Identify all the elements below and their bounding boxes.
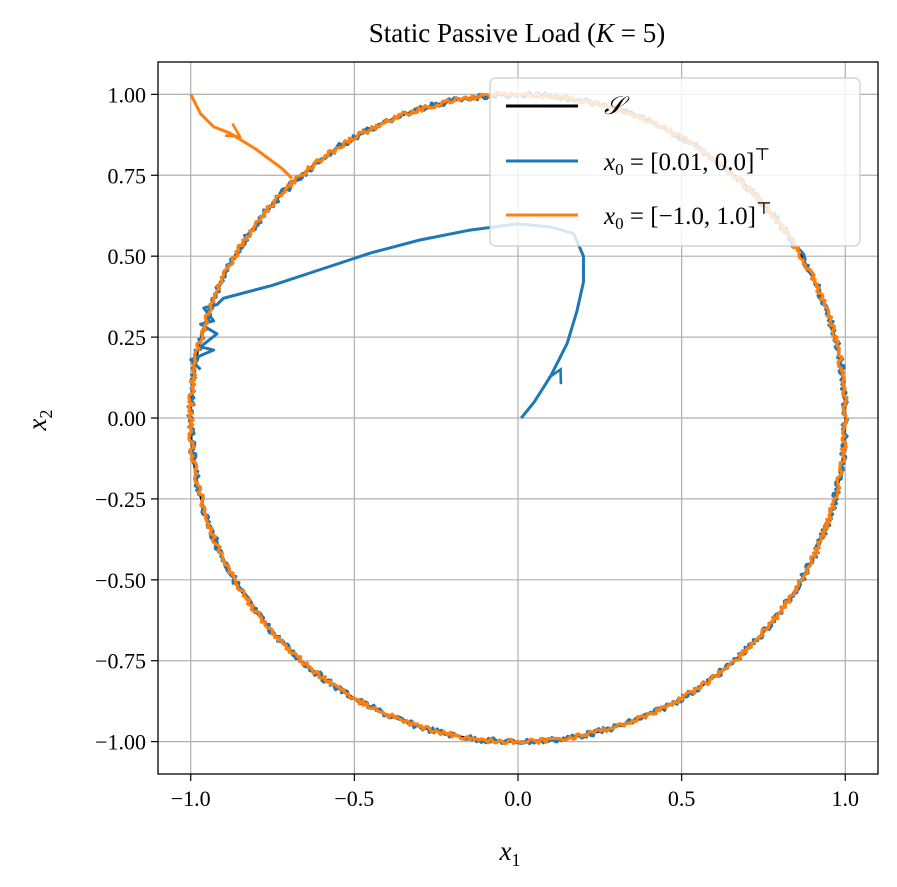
legend-label-x0-a: x0 = [0.01, 0.0]⊤ (603, 145, 770, 179)
y-tick-label: 1.00 (108, 82, 147, 107)
y-tick-label: 0.50 (108, 244, 147, 269)
x-tick-label: 1.0 (832, 786, 860, 811)
y-axis-ticks: 1.00 0.75 0.50 0.25 0.00 −0.25 −0.50 −0.75 −1.00 (95, 82, 158, 755)
x-tick-label: 0.5 (668, 786, 696, 811)
y-tick-label: −0.25 (95, 487, 146, 512)
legend-box (489, 77, 861, 247)
x-tick-label: −0.5 (334, 786, 374, 811)
y-axis-label: x2 (22, 410, 56, 432)
series-x0-a-transient (189, 222, 585, 419)
x-tick-label: −1.0 (171, 786, 211, 811)
legend: 𝒮 x0 = [0.01, 0.0]⊤ x0 = [−1.0, 1.0]⊤ (489, 77, 861, 247)
x-axis-ticks: −1.0 −0.5 0.0 0.5 1.0 (171, 774, 859, 811)
y-tick-label: 0.75 (108, 163, 147, 188)
y-tick-label: −0.75 (95, 649, 146, 674)
x-axis-label: x1 (499, 836, 521, 870)
series-arrow-x0_a (547, 367, 563, 385)
x-tick-label: 0.0 (504, 786, 532, 811)
y-tick-label: 0.00 (108, 406, 147, 431)
series-arrow-x0_b (225, 123, 243, 138)
y-tick-label: −0.50 (95, 568, 146, 593)
chart-title: Static Passive Load (K = 5) (369, 18, 665, 48)
y-tick-label: −1.00 (95, 730, 146, 755)
y-tick-label: 0.25 (108, 325, 147, 350)
legend-label-x0-b: x0 = [−1.0, 1.0]⊤ (603, 199, 772, 233)
series-x0-b-transient (189, 93, 294, 180)
